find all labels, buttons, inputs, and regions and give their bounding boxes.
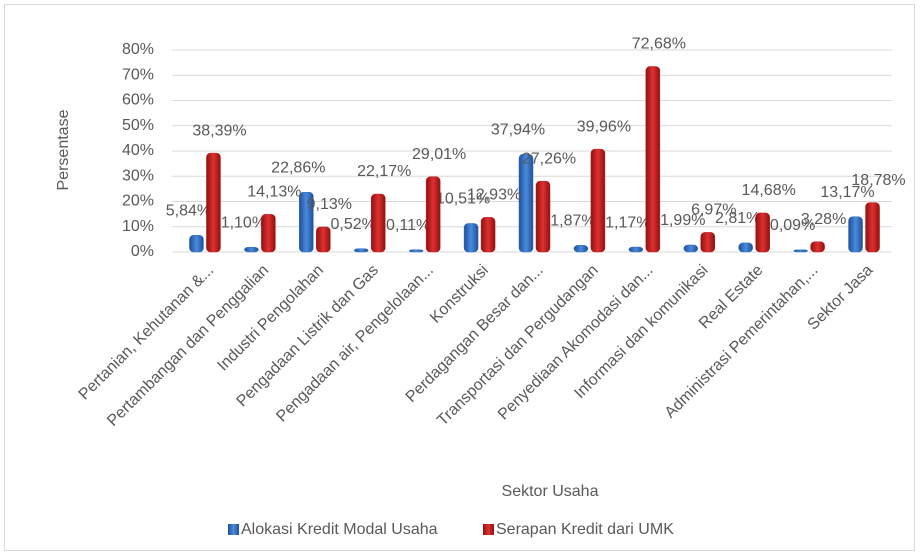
data-label: 14,68% <box>742 182 796 199</box>
data-label: 37,94% <box>491 121 545 138</box>
y-tick-label: 0% <box>131 243 154 260</box>
y-tick-label: 20% <box>122 193 154 210</box>
bar <box>738 242 753 253</box>
bar <box>299 192 314 253</box>
data-label: 0,52% <box>331 216 376 233</box>
data-label: 1,99% <box>660 212 705 229</box>
data-label: 22,17% <box>357 163 411 180</box>
x-axis-label: Sektor Usaha <box>502 483 599 500</box>
data-label: 38,39% <box>192 122 246 139</box>
bar <box>700 232 716 253</box>
data-label: 6,97% <box>691 202 736 219</box>
bar <box>848 216 863 253</box>
legend: Alokasi Kredit Modal Usaha Serapan Kredit… <box>228 521 674 538</box>
bar <box>628 246 644 253</box>
y-tick-label: 60% <box>122 92 154 109</box>
data-label: 5,84% <box>166 202 211 219</box>
data-label: 29,01% <box>412 146 466 163</box>
bar <box>535 180 551 253</box>
bar <box>590 148 606 253</box>
data-label: 18,78% <box>851 172 905 189</box>
bar <box>755 212 770 253</box>
bar <box>370 193 386 253</box>
data-label: 12,93% <box>467 187 521 204</box>
data-label: 9,13% <box>307 196 352 213</box>
bar <box>645 66 661 253</box>
bar <box>206 152 221 253</box>
y-axis-label: Persentase <box>55 109 72 190</box>
data-label: 2,81% <box>715 210 760 227</box>
y-tick-label: 10% <box>122 218 154 235</box>
bar <box>353 248 369 253</box>
legend-swatch <box>483 524 494 535</box>
bar <box>793 249 808 253</box>
data-label: 1,10% <box>221 214 266 231</box>
bar <box>463 223 479 253</box>
data-label: 39,96% <box>577 118 631 135</box>
bar <box>316 226 331 253</box>
data-label: 14,13% <box>247 184 301 201</box>
y-tick-label: 30% <box>122 167 154 184</box>
bar <box>865 202 880 253</box>
data-label: 1,17% <box>605 214 650 231</box>
bar <box>189 235 204 253</box>
data-label: 10,51% <box>436 191 490 208</box>
data-label: 0,09% <box>770 217 815 234</box>
data-label: 0,11% <box>386 217 430 234</box>
bar <box>480 217 496 253</box>
bar <box>244 246 259 253</box>
data-label: 72,68% <box>632 36 686 53</box>
bar <box>425 176 441 253</box>
bar <box>683 244 699 253</box>
data-label: 27,26% <box>522 150 576 167</box>
y-tick-label: 40% <box>122 142 154 159</box>
bar <box>261 214 276 253</box>
legend-label: Alokasi Kredit Modal Usaha <box>241 521 438 538</box>
y-tick-label: 50% <box>122 117 154 134</box>
y-tick-label: 80% <box>122 41 154 58</box>
data-label: 22,86% <box>271 159 325 176</box>
y-tick-label: 70% <box>122 66 154 83</box>
bar <box>573 245 589 253</box>
chart-border <box>4 4 915 551</box>
data-label: 3,28% <box>801 211 846 228</box>
bar <box>518 153 534 253</box>
data-label: 1,87% <box>550 212 595 229</box>
legend-label: Serapan Kredit dari UMK <box>496 521 674 538</box>
data-label: 13,17% <box>820 184 874 201</box>
legend-swatch <box>228 524 239 535</box>
bar <box>408 249 424 253</box>
bar <box>810 241 825 253</box>
